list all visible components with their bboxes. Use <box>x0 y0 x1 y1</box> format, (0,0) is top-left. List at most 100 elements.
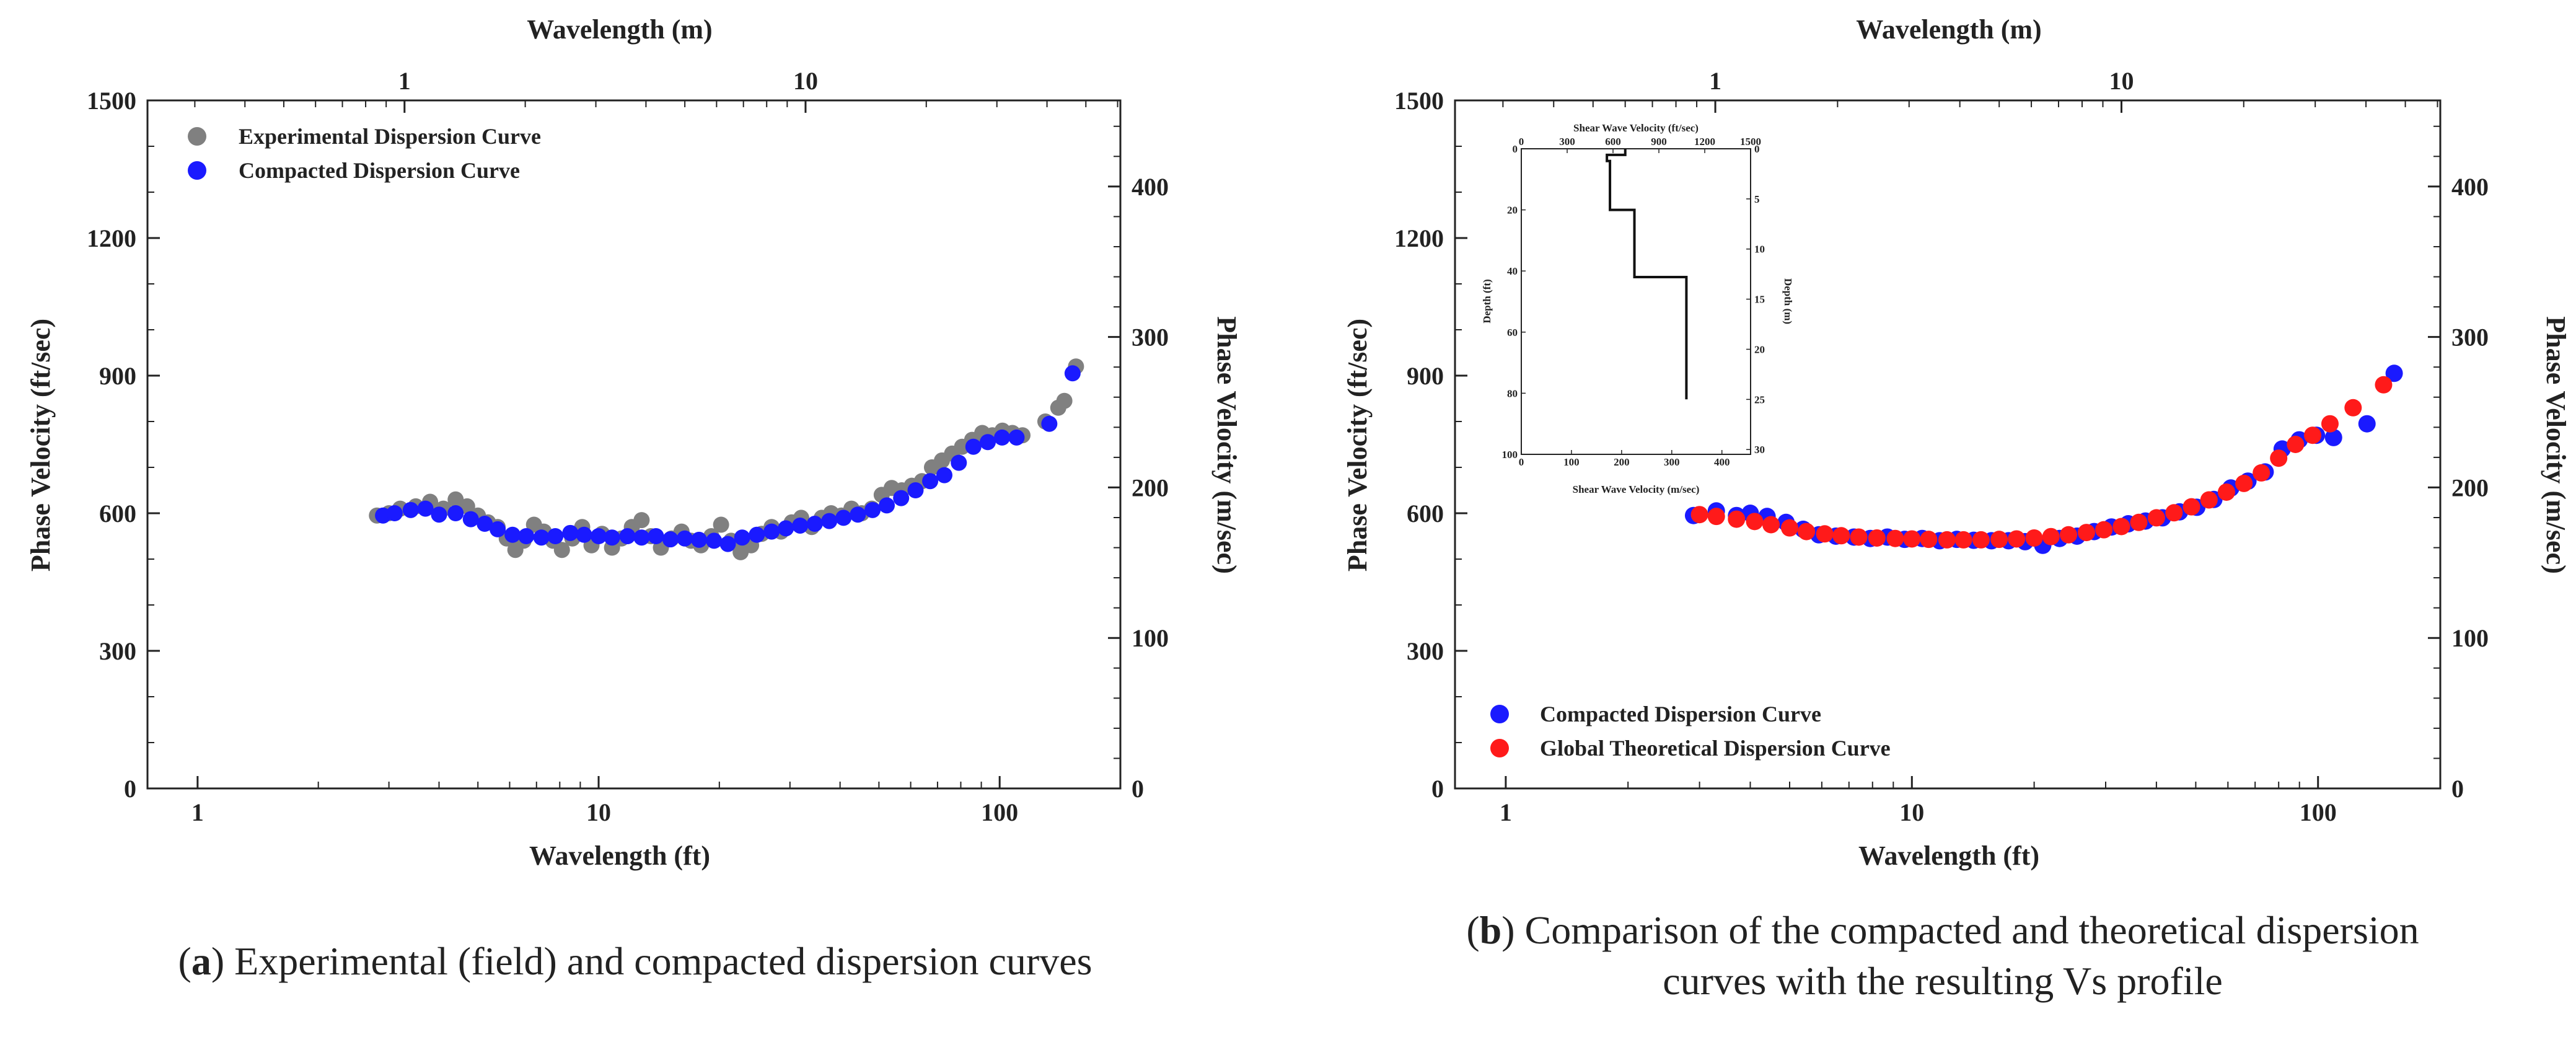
point-compacted-dispersion-curve <box>907 482 924 498</box>
inset-left-tick-label: 20 <box>1507 205 1518 216</box>
point-global-theoretical-dispersion-curve <box>2321 415 2339 433</box>
point-compacted-dispersion-curve <box>431 506 447 523</box>
point-compacted-dispersion-curve <box>2385 364 2403 382</box>
point-compacted-dispersion-curve <box>547 528 564 544</box>
point-global-theoretical-dispersion-curve <box>1990 531 2008 549</box>
x2-tick-label: 1 <box>398 67 411 95</box>
point-compacted-dispersion-curve <box>936 467 952 483</box>
point-compacted-dispersion-curve <box>806 516 823 532</box>
data-point-layer <box>369 358 1084 560</box>
point-global-theoretical-dispersion-curve <box>2112 518 2130 536</box>
point-compacted-dispersion-curve <box>490 521 506 537</box>
caption-b-text-line2: curves with the resulting Vs profile <box>1663 959 2223 1003</box>
point-compacted-dispersion-curve <box>1008 429 1025 446</box>
point-compacted-dispersion-curve <box>662 531 679 548</box>
point-compacted-dispersion-curve <box>604 529 620 546</box>
point-compacted-dispersion-curve <box>477 516 493 532</box>
y2-tick-label: 200 <box>1132 474 1169 501</box>
point-global-theoretical-dispersion-curve <box>2287 436 2305 453</box>
point-global-theoretical-dispersion-curve <box>2077 524 2095 542</box>
point-compacted-dispersion-curve <box>2358 415 2376 433</box>
point-global-theoretical-dispersion-curve <box>1938 531 1956 549</box>
point-global-theoretical-dispersion-curve <box>2253 464 2270 482</box>
vs-profile-line <box>1606 149 1688 400</box>
x-tick-label: 1 <box>1500 798 1512 826</box>
point-compacted-dispersion-curve <box>576 526 592 543</box>
point-global-theoretical-dispersion-curve <box>2183 498 2200 516</box>
right-axis-title: Phase Velocity (m/sec) <box>1211 316 1242 573</box>
y-tick-label: 300 <box>99 637 136 665</box>
point-global-theoretical-dispersion-curve <box>1903 530 1921 548</box>
point-global-theoretical-dispersion-curve <box>1868 529 1886 547</box>
point-global-theoretical-dispersion-curve <box>2095 521 2113 539</box>
legend-label-compacted: Compacted Dispersion Curve <box>1540 702 1821 726</box>
point-compacted-dispersion-curve <box>504 526 521 543</box>
point-compacted-dispersion-curve <box>691 531 708 548</box>
legend-marker-compacted <box>1490 705 1509 723</box>
y-tick-label: 0 <box>1431 775 1444 803</box>
point-compacted-dispersion-curve <box>734 529 750 546</box>
point-global-theoretical-dispersion-curve <box>1707 508 1725 526</box>
x2-tick-label: 10 <box>2109 67 2134 95</box>
inset-right-axis-title: Depth (m) <box>1782 278 1794 324</box>
inset-top-tick-label: 300 <box>1559 136 1575 148</box>
inset-bottom-tick-label: 300 <box>1664 456 1680 468</box>
point-compacted-dispersion-curve <box>922 473 939 490</box>
inset-bottom-tick-label: 200 <box>1614 456 1630 468</box>
inset-left-tick-label: 60 <box>1507 327 1518 338</box>
point-global-theoretical-dispersion-curve <box>2270 449 2288 467</box>
y-tick-label: 600 <box>1407 500 1444 527</box>
y-tick-label: 1200 <box>1394 224 1444 252</box>
legend-marker-compacted <box>188 161 206 180</box>
point-global-theoretical-dispersion-curve <box>1972 531 1990 549</box>
legend-marker-theoretical <box>1490 739 1509 757</box>
point-compacted-dispersion-curve <box>533 529 550 546</box>
inset-top-tick-label: 900 <box>1651 136 1667 148</box>
x2-tick-label: 10 <box>793 67 818 95</box>
legend-label-experimental: Experimental Dispersion Curve <box>239 124 541 149</box>
point-compacted-dispersion-curve <box>706 532 723 549</box>
point-global-theoretical-dispersion-curve <box>2200 491 2218 509</box>
y2-tick-label: 400 <box>2451 173 2489 201</box>
point-global-theoretical-dispersion-curve <box>1690 506 1708 524</box>
y-tick-label: 1500 <box>1394 87 1444 115</box>
point-global-theoretical-dispersion-curve <box>1832 527 1850 545</box>
data-point-layer <box>1684 364 2403 554</box>
inset-right-tick-label: 15 <box>1754 294 1765 306</box>
point-global-theoretical-dispersion-curve <box>2304 426 2322 444</box>
point-compacted-dispersion-curve <box>749 526 765 543</box>
point-compacted-dispersion-curve <box>2324 428 2342 446</box>
inset-right-tick-label: 0 <box>1754 143 1760 155</box>
point-compacted-dispersion-curve <box>951 454 967 471</box>
point-compacted-dispersion-curve <box>633 529 650 546</box>
point-compacted-dispersion-curve <box>462 511 479 527</box>
legend: Experimental Dispersion Curve Compacted … <box>188 124 541 183</box>
x2-tick-label: 1 <box>1709 67 1721 95</box>
point-compacted-dispersion-curve <box>386 505 403 521</box>
inset-bottom-axis-title: Shear Wave Velocity (m/sec) <box>1573 483 1700 495</box>
point-experimental-dispersion-curve <box>553 542 570 558</box>
y-tick-label: 900 <box>1407 362 1444 390</box>
point-global-theoretical-dispersion-curve <box>1780 519 1798 537</box>
point-global-theoretical-dispersion-curve <box>2025 529 2043 547</box>
point-global-theoretical-dispersion-curve <box>1850 528 1868 546</box>
y2-tick-label: 400 <box>1132 173 1169 201</box>
inset-top-tick-label: 600 <box>1605 136 1621 148</box>
point-compacted-dispersion-curve <box>792 517 809 534</box>
inset-right-tick-label: 20 <box>1754 343 1765 355</box>
top-axis-title: Wavelength (m) <box>1856 14 2041 45</box>
inset-bottom-tick-label: 100 <box>1563 456 1580 468</box>
point-compacted-dispersion-curve <box>835 510 852 526</box>
caption-b-letter: b <box>1479 908 1502 952</box>
y-tick-label: 1200 <box>87 224 136 252</box>
y-axis-title: Phase Velocity (ft/sec) <box>1342 319 1373 571</box>
point-compacted-dispersion-curve <box>1064 365 1081 382</box>
point-compacted-dispersion-curve <box>591 528 607 544</box>
y2-tick-label: 100 <box>1132 624 1169 652</box>
point-global-theoretical-dispersion-curve <box>2375 376 2393 394</box>
inset-right-tick-label: 5 <box>1754 193 1760 205</box>
